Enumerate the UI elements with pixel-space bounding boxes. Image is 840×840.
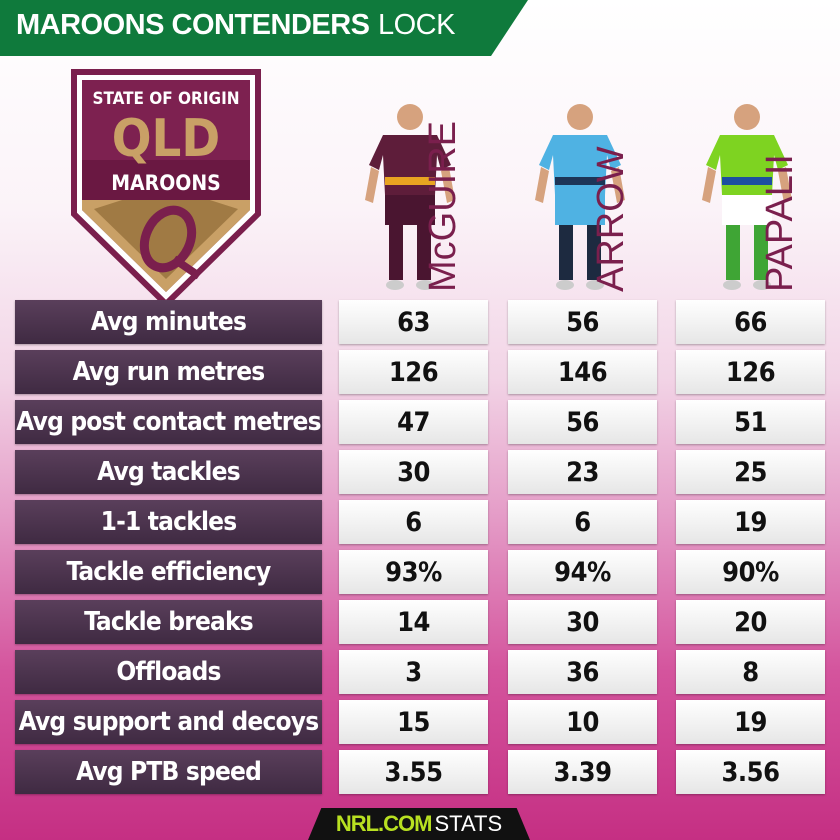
stat-value: 90% xyxy=(676,550,825,594)
stat-label: Avg post contact metres xyxy=(15,400,322,444)
stat-value: 8 xyxy=(676,650,825,694)
stat-value: 19 xyxy=(676,700,825,744)
stat-value: 51 xyxy=(676,400,825,444)
stat-value: 94% xyxy=(508,550,657,594)
title-bold: MAROONS CONTENDERS xyxy=(16,9,370,41)
stat-row: Avg tackles 30 23 25 xyxy=(0,450,840,494)
nrl-stats-footer: NRL.COM STATS xyxy=(308,808,530,840)
stat-value: 146 xyxy=(508,350,657,394)
stat-value: 19 xyxy=(676,500,825,544)
stat-value: 6 xyxy=(339,500,488,544)
stat-value: 63 xyxy=(339,300,488,344)
stat-value: 126 xyxy=(676,350,825,394)
player-photo xyxy=(535,104,625,290)
stat-label: Avg minutes xyxy=(15,300,322,344)
stat-value: 30 xyxy=(339,450,488,494)
footer-brand: NRL.COM xyxy=(335,811,433,836)
stat-value: 3.55 xyxy=(339,750,488,794)
title-light: LOCK xyxy=(378,9,455,41)
player-photo xyxy=(365,104,455,290)
stat-value: 66 xyxy=(676,300,825,344)
stat-label: Avg PTB speed xyxy=(15,750,322,794)
stat-value: 126 xyxy=(339,350,488,394)
stat-row: Tackle breaks 14 30 20 xyxy=(0,600,840,644)
stat-value: 47 xyxy=(339,400,488,444)
stat-value: 56 xyxy=(508,300,657,344)
stat-value: 36 xyxy=(508,650,657,694)
stat-label: Avg run metres xyxy=(15,350,322,394)
stat-value: 3.56 xyxy=(676,750,825,794)
player-name: McGUIRE xyxy=(422,121,464,292)
stat-value: 3.39 xyxy=(508,750,657,794)
qld-maroons-logo: STATE OF ORIGIN QLD MAROONS xyxy=(71,69,261,309)
stat-label: Offloads xyxy=(15,650,322,694)
stat-label: Avg tackles xyxy=(15,450,322,494)
stat-value: 14 xyxy=(339,600,488,644)
logo-top-text: STATE OF ORIGIN xyxy=(92,89,239,109)
player-name: PAPALII xyxy=(759,154,801,292)
player-photo xyxy=(702,104,792,290)
stat-row: Offloads 3 36 8 xyxy=(0,650,840,694)
stat-value: 25 xyxy=(676,450,825,494)
title-banner: MAROONS CONTENDERS LOCK xyxy=(0,0,528,56)
stat-label: Tackle efficiency xyxy=(15,550,322,594)
stat-label: Tackle breaks xyxy=(15,600,322,644)
player-name: ARROW xyxy=(590,146,632,292)
stat-value: 6 xyxy=(508,500,657,544)
stat-row: Avg minutes 63 56 66 xyxy=(0,300,840,344)
stat-value: 20 xyxy=(676,600,825,644)
stat-value: 30 xyxy=(508,600,657,644)
stat-label: Avg support and decoys xyxy=(15,700,322,744)
stat-row: Avg PTB speed 3.55 3.39 3.56 xyxy=(0,750,840,794)
logo-main-text: QLD xyxy=(112,109,220,169)
stat-label: 1-1 tackles xyxy=(15,500,322,544)
stat-value: 3 xyxy=(339,650,488,694)
stat-value: 93% xyxy=(339,550,488,594)
stat-row: 1-1 tackles 6 6 19 xyxy=(0,500,840,544)
stat-row: Avg run metres 126 146 126 xyxy=(0,350,840,394)
logo-bottom-text: MAROONS xyxy=(111,171,221,195)
stat-row: Tackle efficiency 93% 94% 90% xyxy=(0,550,840,594)
stat-value: 56 xyxy=(508,400,657,444)
stat-value: 23 xyxy=(508,450,657,494)
footer-suffix: STATS xyxy=(434,811,503,836)
stat-row: Avg post contact metres 47 56 51 xyxy=(0,400,840,444)
stat-value: 15 xyxy=(339,700,488,744)
stat-value: 10 xyxy=(508,700,657,744)
stat-row: Avg support and decoys 15 10 19 xyxy=(0,700,840,744)
